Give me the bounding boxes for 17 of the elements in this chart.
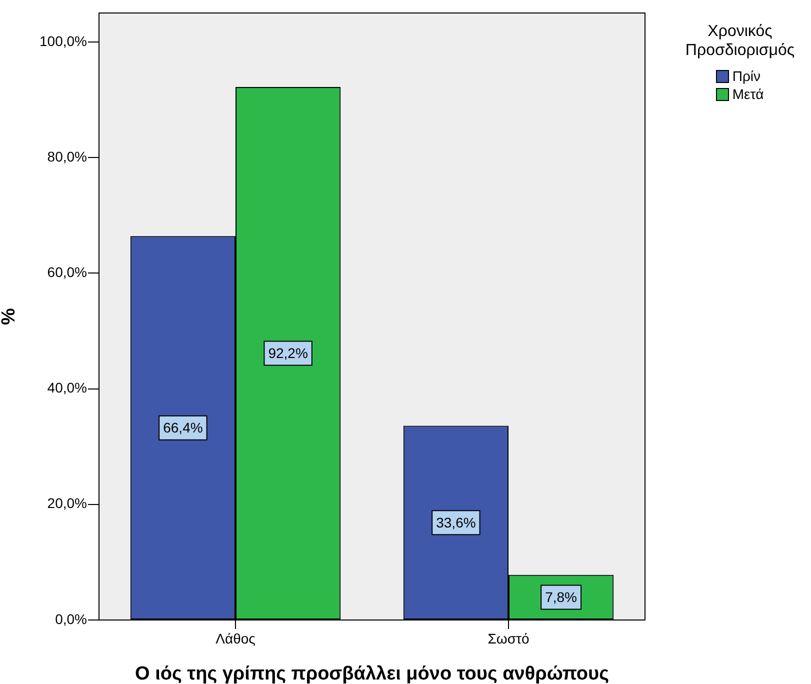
- y-tick-label: 100,0%: [40, 32, 87, 49]
- data-label: 92,2%: [268, 345, 308, 362]
- y-axis-title: %: [0, 308, 20, 325]
- y-tick-label: 40,0%: [47, 380, 87, 396]
- data-label: 33,6%: [436, 514, 476, 530]
- legend-label: Μετά: [732, 85, 764, 103]
- y-tick-label: 0,0%: [55, 610, 87, 627]
- y-tick-label: 20,0%: [47, 495, 87, 512]
- y-tick-label: 60,0%: [47, 264, 87, 280]
- data-label: 7,8%: [545, 589, 578, 606]
- x-tick-label: Λάθος: [216, 630, 256, 646]
- x-tick-label: Σωστό: [488, 630, 530, 646]
- x-axis-title: Ο ιός της γρίπης προσβάλλει μόνο τους ανθρώπους: [135, 664, 610, 684]
- legend-title: Χρονικός Προσδιορισμός: [684, 22, 796, 60]
- legend-label: Πρίν: [732, 67, 761, 85]
- y-tick-label: 80,0%: [47, 148, 87, 164]
- data-label: 66,4%: [163, 420, 203, 436]
